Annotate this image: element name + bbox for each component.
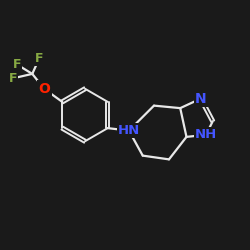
Text: NH: NH [195,128,217,141]
Text: F: F [35,52,43,65]
Text: O: O [38,82,50,96]
Text: HN: HN [118,124,140,137]
Text: F: F [12,58,21,71]
Text: N: N [195,92,206,106]
Text: F: F [8,72,17,85]
